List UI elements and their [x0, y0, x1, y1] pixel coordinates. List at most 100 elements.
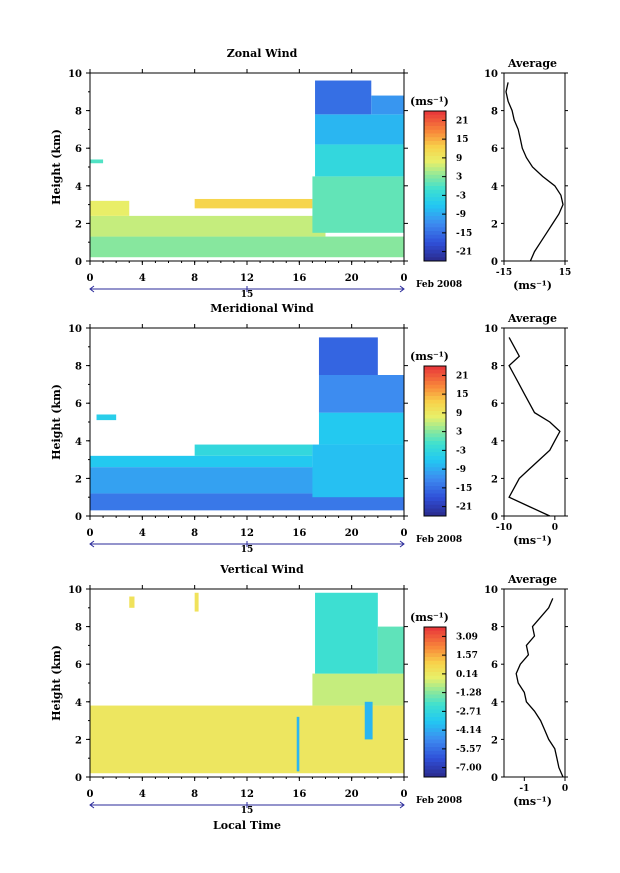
colorbar-segment [424, 242, 446, 247]
colorbar-segment [424, 399, 446, 404]
average-y-tick-label: 4 [491, 698, 498, 709]
colorbar-tick-label: 9 [456, 154, 462, 164]
colorbar-segment [424, 122, 446, 127]
x-tick-label: 0 [87, 528, 94, 539]
colorbar-segment [424, 747, 446, 752]
colorbar-segment [424, 137, 446, 142]
y-tick-label: 8 [75, 362, 82, 373]
average-y-tick-label: 6 [491, 399, 498, 410]
colorbar-segment [424, 426, 446, 431]
y-axis-label: Height (km) [50, 645, 63, 721]
colorbar-segment [424, 664, 446, 669]
colorbar-segment [424, 769, 446, 774]
colorbar-tick-label: 3.09 [456, 632, 478, 642]
colorbar-tick-label: 3 [456, 428, 462, 438]
colorbar-segment [424, 201, 446, 206]
colorbar-segment [424, 422, 446, 427]
average-y-tick-label: 10 [484, 585, 498, 596]
x-tick-label: 0 [401, 528, 408, 539]
colorbar-segment [424, 238, 446, 243]
y-tick-label: 0 [75, 257, 82, 268]
x-tick-label: 16 [292, 528, 306, 539]
heatmap-cell [315, 144, 404, 177]
x-tick-label: 16 [292, 789, 306, 800]
colorbar-tick-label: 0.14 [456, 670, 478, 680]
date-label: Feb 2008 [416, 280, 462, 290]
heatmap-cell [90, 493, 404, 511]
colorbar-segment [424, 724, 446, 729]
heatmap-cell [90, 236, 404, 258]
average-x-label: (ms⁻¹) [513, 534, 552, 547]
heatmap-cell [96, 414, 117, 421]
colorbar-tick-label: -15 [456, 484, 472, 494]
colorbar-tick-label: -3 [456, 191, 466, 201]
average-y-tick-label: 6 [491, 660, 498, 671]
colorbar-segment [424, 174, 446, 179]
colorbar-segment [424, 384, 446, 389]
colorbar-segment [424, 642, 446, 647]
panel-title: Meridional Wind [210, 302, 314, 315]
colorbar-segment [424, 414, 446, 419]
colorbar-tick-label: -3 [456, 446, 466, 456]
x-tick-label: 12 [240, 528, 254, 539]
heatmap-cell [318, 412, 404, 445]
colorbar-segment [424, 512, 446, 517]
colorbar-segment [424, 366, 446, 371]
y-tick-label: 2 [75, 735, 82, 746]
colorbar-segment [424, 171, 446, 176]
x-tick-label: 12 [240, 273, 254, 284]
colorbar-tick-label: -4.14 [456, 726, 482, 736]
colorbar-segment [424, 675, 446, 680]
heatmap-cell [364, 701, 373, 740]
average-x-tick-label: -1 [519, 784, 529, 794]
colorbar-segment [424, 690, 446, 695]
colorbar-segment [424, 452, 446, 457]
colorbar-segment [424, 396, 446, 401]
colorbar-tick-label: 1.57 [456, 651, 478, 661]
y-tick-label: 2 [75, 219, 82, 230]
colorbar-segment [424, 212, 446, 217]
heatmap-cell [90, 467, 326, 494]
heatmap-cell [296, 716, 300, 772]
heatmap-cell [315, 592, 378, 674]
colorbar-segment [424, 144, 446, 149]
heatmap-cell [90, 200, 130, 216]
average-frame [503, 588, 566, 778]
heatmap-cell [377, 626, 404, 674]
colorbar-segment [424, 471, 446, 476]
heatmap-cell [194, 444, 313, 456]
x-tick-label: 20 [345, 528, 359, 539]
colorbar-tick-label: 15 [456, 135, 469, 145]
day-label: 15 [241, 290, 254, 300]
colorbar-segment [424, 668, 446, 673]
heatmap-cell [90, 705, 404, 774]
y-tick-label: 10 [68, 585, 82, 596]
colorbar-tick-label: -15 [456, 229, 472, 239]
average-title: Average [507, 57, 557, 70]
colorbar-segment [424, 249, 446, 254]
colorbar-segment [424, 463, 446, 468]
heatmap-cell [318, 375, 404, 413]
colorbar-tick-label: -21 [456, 248, 472, 258]
colorbar-segment [424, 653, 446, 658]
average-title: Average [507, 312, 557, 325]
colorbar-segment [424, 713, 446, 718]
colorbar-segment [424, 687, 446, 692]
average-x-tick-label: -15 [496, 268, 512, 278]
colorbar-segment [424, 407, 446, 412]
colorbar-segment [424, 156, 446, 161]
colorbar-segment [424, 750, 446, 755]
colorbar-segment [424, 627, 446, 632]
average-y-tick-label: 6 [491, 144, 498, 155]
colorbar-segment [424, 467, 446, 472]
colorbar-segment [424, 152, 446, 157]
colorbar-segment [424, 437, 446, 442]
colorbar-segment [424, 493, 446, 498]
y-tick-label: 8 [75, 107, 82, 118]
colorbar-segment [424, 638, 446, 643]
date-line-arrow-left [89, 801, 95, 809]
colorbar-tick-label: 9 [456, 409, 462, 419]
date-line-arrow-right [399, 540, 405, 548]
colorbar-segment [424, 739, 446, 744]
